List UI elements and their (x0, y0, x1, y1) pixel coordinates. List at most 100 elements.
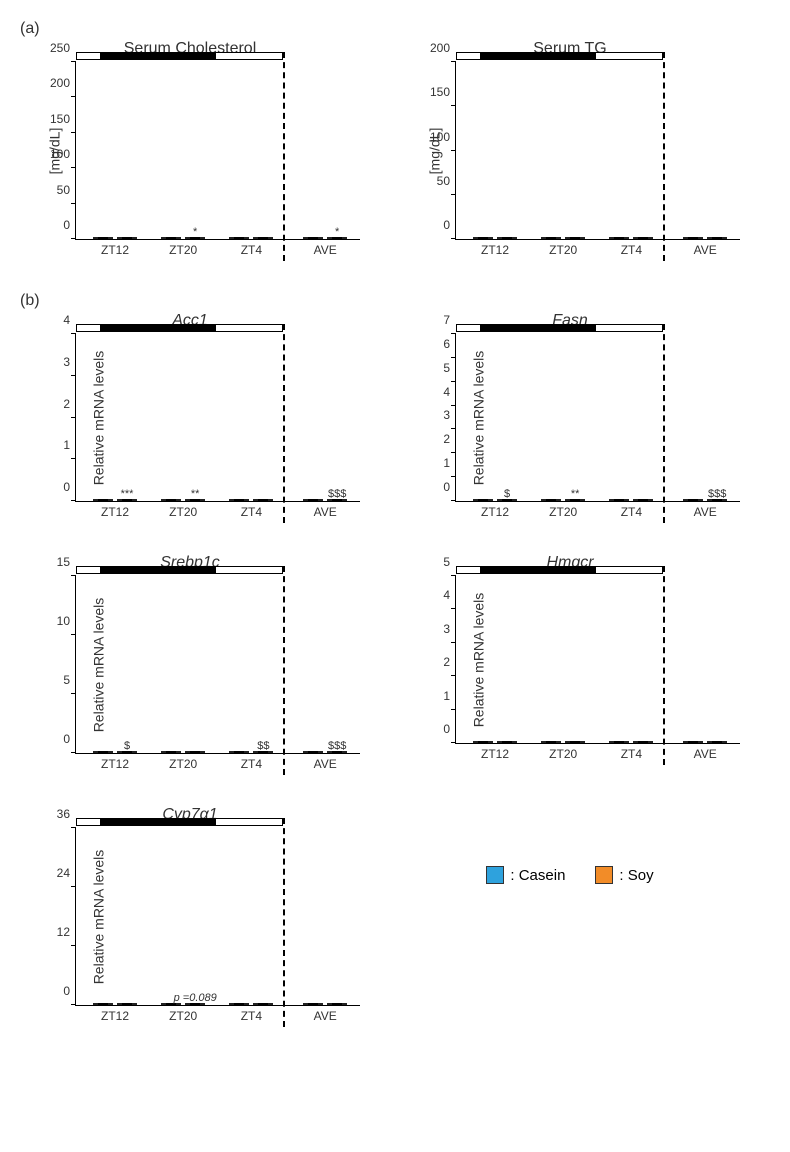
error-cap (190, 238, 200, 239)
phase-segment (101, 566, 215, 574)
row-b2: Srebp1cRelative mRNA levels051015$ZT12ZT… (20, 554, 770, 776)
phase-segment (456, 566, 481, 574)
error-cap (478, 500, 488, 501)
y-tick (451, 238, 456, 239)
y-tick (71, 886, 76, 887)
bar-group: ZT4 (229, 1003, 273, 1005)
error-cap (234, 500, 244, 501)
bar-group: ZT20 (161, 751, 205, 753)
legend-casein: : Casein (486, 866, 565, 884)
y-axis-label: Relative mRNA levels (470, 592, 486, 727)
casein-bar (93, 751, 113, 753)
casein-bar (683, 237, 703, 239)
casein-bar (541, 499, 561, 501)
y-tick-label: 3 (443, 622, 450, 636)
bar-group: **ZT20 (541, 499, 585, 501)
phase-segment (215, 818, 283, 826)
y-tick (71, 634, 76, 635)
error-cap (234, 1004, 244, 1005)
y-tick (451, 642, 456, 643)
error-cap (98, 500, 108, 501)
x-tick-label: ZT12 (101, 1009, 129, 1023)
y-tick (71, 61, 76, 62)
casein-bar (473, 741, 493, 743)
phase-segment (215, 324, 283, 332)
legend-panel: : Casein : Soy (400, 806, 740, 884)
y-tick-label: 0 (63, 218, 70, 232)
significance-label: *** (121, 488, 134, 500)
error-cap (712, 238, 722, 239)
error-cap (712, 742, 722, 743)
phase-bar (76, 818, 283, 826)
error-cap (166, 500, 176, 501)
ave-divider (663, 324, 665, 523)
casein-bar (161, 237, 181, 239)
y-tick-label: 0 (63, 480, 70, 494)
y-tick (71, 167, 76, 168)
y-tick-label: 4 (63, 313, 70, 327)
bar-group: ZT4 (609, 237, 653, 239)
bar-group: AVE (303, 1003, 347, 1005)
x-tick-label: ZT20 (549, 505, 577, 519)
casein-bar (303, 499, 323, 501)
casein-bar (541, 237, 561, 239)
legend: : Casein : Soy (400, 866, 740, 884)
phase-segment (595, 52, 663, 60)
error-cap (332, 752, 342, 753)
chart-acc1: Acc1Relative mRNA levels01234***ZT12**ZT… (20, 312, 360, 524)
error-cap (332, 1004, 342, 1005)
row-b3: Cyp7α1Relative mRNA levels0122436ZT12p =… (20, 806, 770, 1028)
error-cap (688, 742, 698, 743)
phase-segment (76, 52, 101, 60)
y-tick-label: 7 (443, 313, 450, 327)
phase-bar (76, 324, 283, 332)
error-cap (688, 238, 698, 239)
soy-bar (707, 741, 727, 743)
casein-bar (161, 499, 181, 501)
bar-group: ZT4 (609, 741, 653, 743)
phase-segment (481, 566, 595, 574)
plot: Relative mRNA levels051015$ZT12ZT20$$ZT4… (75, 576, 360, 754)
section-b-label: (b) (20, 292, 770, 310)
casein-bar (609, 237, 629, 239)
row-a: Serum Cholesterol[mg/dL]050100150200250Z… (20, 40, 770, 262)
bar-group: $$$AVE (303, 499, 347, 501)
soy-bar (185, 751, 205, 753)
casein-bar (229, 237, 249, 239)
y-tick-label: 100 (430, 130, 450, 144)
error-cap (190, 500, 200, 501)
x-tick-label: ZT12 (101, 505, 129, 519)
y-tick (451, 608, 456, 609)
casein-bar (303, 751, 323, 753)
y-tick (71, 752, 76, 753)
y-tick (451, 500, 456, 501)
bar-group: p =0.089ZT20 (161, 1003, 205, 1005)
soy-bar (253, 237, 273, 239)
error-cap (258, 238, 268, 239)
bar-group: $$ZT4 (229, 751, 273, 753)
casein-bar (303, 237, 323, 239)
x-tick-label: AVE (314, 757, 337, 771)
y-tick (71, 375, 76, 376)
x-tick-label: AVE (694, 505, 717, 519)
soy-bar (497, 741, 517, 743)
ave-divider (663, 566, 665, 765)
error-cap (502, 742, 512, 743)
y-tick-label: 6 (443, 337, 450, 351)
y-tick-label: 10 (57, 614, 70, 628)
y-tick (71, 203, 76, 204)
y-tick-label: 0 (443, 722, 450, 736)
y-tick-label: 1 (63, 438, 70, 452)
soy-bar (707, 237, 727, 239)
casein-bar (303, 1003, 323, 1005)
casein-bar (93, 1003, 113, 1005)
p-value-note: p =0.089 (174, 992, 217, 1004)
bar-group: $$$AVE (303, 751, 347, 753)
soy-bar (253, 499, 273, 501)
soy-swatch (595, 866, 613, 884)
error-cap (234, 752, 244, 753)
error-cap (478, 742, 488, 743)
y-tick-label: 3 (63, 355, 70, 369)
error-cap (122, 238, 132, 239)
y-tick-label: 4 (443, 588, 450, 602)
